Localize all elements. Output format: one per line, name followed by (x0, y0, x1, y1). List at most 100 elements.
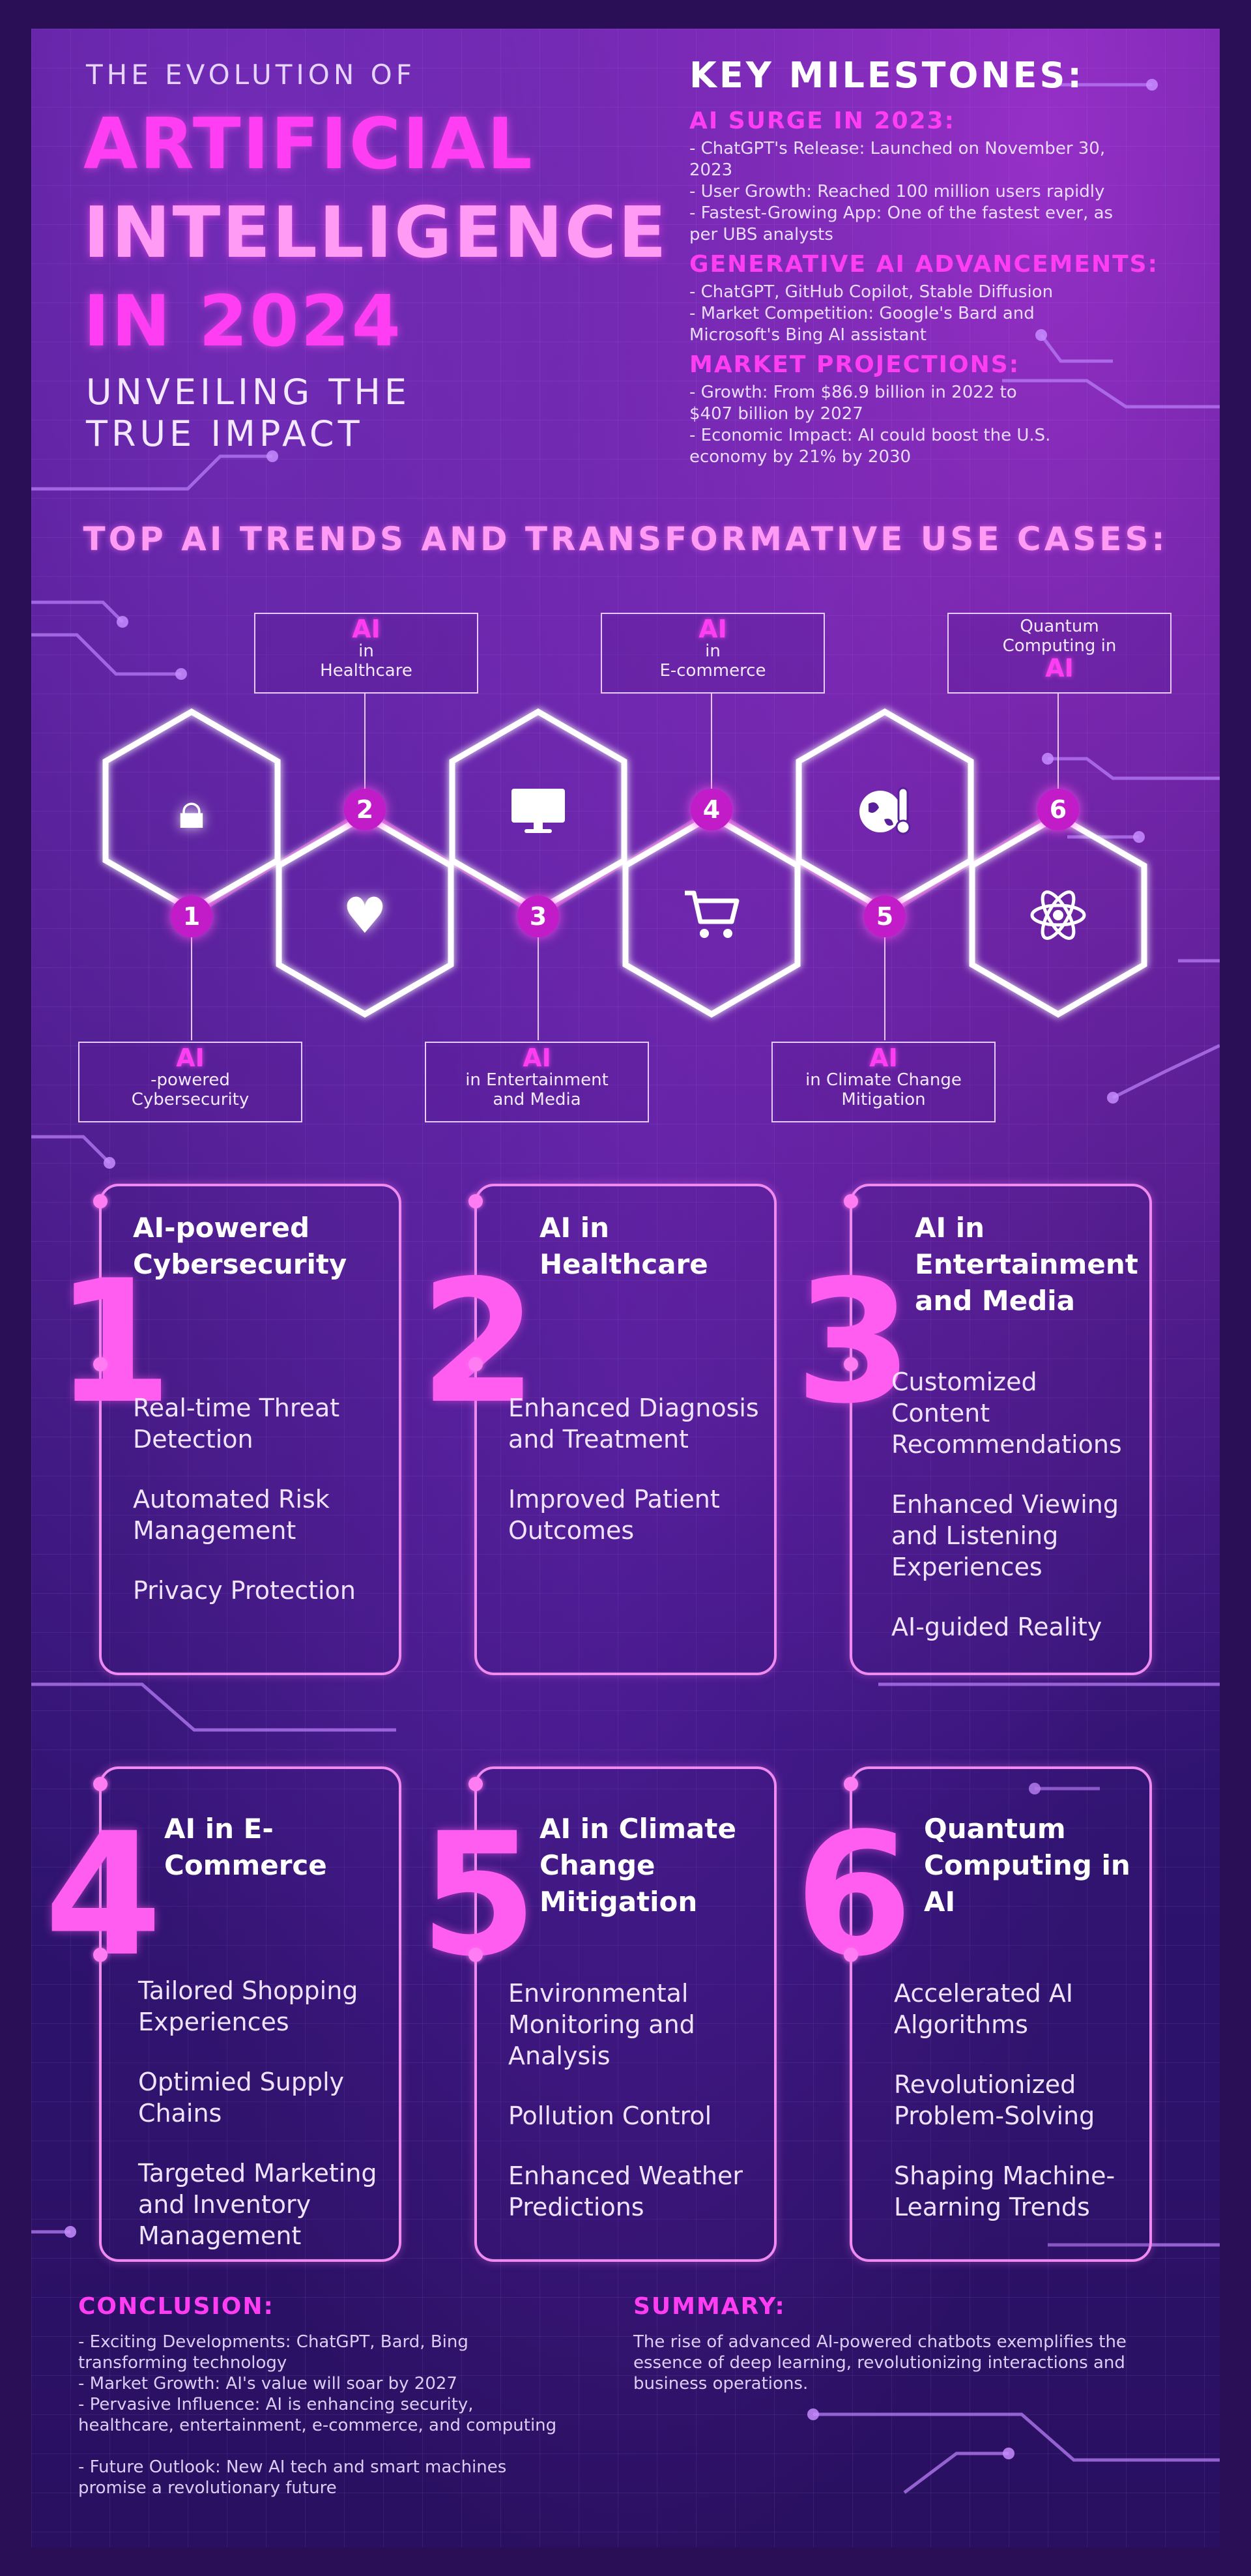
title-line-1: ARTIFICIAL (83, 104, 534, 185)
card-item: Improved Patient Outcomes (508, 1485, 720, 1545)
trend-label-6: Quantum Computing in AI (947, 613, 1172, 694)
card-bullet (93, 1194, 108, 1208)
card-title: AI in E-Commerce (164, 1813, 327, 1881)
card-item: Accelerated AI Algorithms (894, 1979, 1074, 2039)
card-item: Environmental Monitoring and Analysis (508, 1979, 695, 2070)
summary-line: essence of deep learning, revolutionizin… (633, 2353, 1125, 2373)
trend-label-2: AI in Healthcare (254, 613, 478, 694)
hexagon-2 (276, 812, 454, 1018)
milestone-line: - Fastest-Growing App: One of the fastes… (689, 203, 1114, 223)
conclusion-line (78, 2436, 639, 2457)
summary-title: SUMMARY: (633, 2293, 786, 2320)
subtitle-line-2: TRUE IMPACT (86, 413, 364, 454)
card-item: Tailored Shopping Experiences (138, 1976, 358, 2036)
card-item: Shaping Machine-Learning Trends (894, 2161, 1115, 2221)
conclusion-title: CONCLUSION: (78, 2293, 274, 2320)
trend-label-ai: AI (523, 1044, 551, 1072)
card-bullet (93, 1357, 108, 1371)
milestone-line: - ChatGPT's Release: Launched on Novembe… (689, 139, 1106, 158)
hexagon-4 (622, 812, 801, 1018)
summary: SUMMARY: The rise of advanced AI-powered… (633, 2293, 1194, 2394)
pre-title: THE EVOLUTION OF (86, 59, 416, 91)
milestone-section-title: GENERATIVE AI ADVANCEMENTS: (689, 251, 1158, 278)
card-items: Tailored Shopping Experiences Optimied S… (138, 1975, 392, 2280)
milestone-line: 2023 (689, 160, 733, 180)
trend-label-ai: AI (352, 615, 381, 643)
card-4: 4 AI in E-Commerce Tailored Shopping Exp… (44, 1766, 401, 2262)
card-title: Quantum Computing in AI (924, 1813, 1130, 1918)
card-bullet (468, 1357, 483, 1371)
monitor-icon (506, 778, 571, 843)
conclusion-line: promise a revolutionary future (78, 2478, 337, 2498)
card-item: Privacy Protection (133, 1576, 356, 1605)
conclusion-line: - Market Growth: AI's value will soar by… (78, 2374, 457, 2393)
card-3: 3 AI in Entertainment and Media Customiz… (795, 1184, 1152, 1675)
trend-label-ai: AI (869, 1044, 898, 1072)
card-items: Customized Content Recommendations Enhan… (891, 1366, 1139, 1671)
card-items: Accelerated AI Algorithms Revolutionized… (894, 1978, 1142, 2251)
card-number: 2 (420, 1244, 538, 1441)
card-bullet (844, 1194, 858, 1208)
trend-label-1: AI -powered Cybersecurity (78, 1042, 302, 1122)
trend-label-ai: AI (698, 615, 727, 643)
milestone-section: MARKET PROJECTIONS: - Growth: From $86.9… (689, 351, 1198, 468)
card-item: AI-guided Reality (891, 1613, 1102, 1641)
card-items: Enhanced Diagnosis and Treatment Improve… (508, 1392, 762, 1575)
card-items: Real-time Threat Detection Automated Ris… (133, 1392, 387, 1635)
milestone-section-title: AI SURGE IN 2023: (689, 108, 955, 134)
card-item: Enhanced Viewing and Listening Experienc… (891, 1490, 1119, 1581)
card-title: AI in Entertainment and Media (915, 1212, 1138, 1317)
title-line-3: IN 2024 (83, 281, 403, 362)
trend-number-4: 4 (691, 789, 732, 830)
card-bullet (93, 1777, 108, 1791)
card-number: 1 (55, 1244, 173, 1441)
trend-label-ai: AI (1045, 654, 1074, 682)
background-grid (31, 29, 1220, 2547)
trends-title: TOP AI TRENDS AND TRANSFORMATIVE USE CAS… (83, 520, 1168, 558)
summary-line: business operations. (633, 2374, 809, 2393)
trend-label-text: in (705, 641, 721, 661)
trend-label-text: E-commerce (659, 661, 766, 681)
milestone-line: $407 billion by 2027 (689, 404, 863, 424)
card-number: 3 (795, 1244, 913, 1441)
summary-line: The rise of advanced AI-powered chatbots… (633, 2332, 1127, 2352)
milestone-line: economy by 21% by 2030 (689, 447, 912, 467)
globe-thermometer-icon (852, 778, 917, 843)
conclusion-line: - Pervasive Influence: AI is enhancing s… (78, 2395, 474, 2414)
milestone-section-title: MARKET PROJECTIONS: (689, 351, 1020, 378)
card-item: Optimied Supply Chains (138, 2068, 345, 2128)
trend-number-3: 3 (517, 896, 559, 937)
card-bullet (468, 1777, 483, 1791)
trend-label-text: Quantum (1020, 617, 1099, 636)
card-item: Revolutionized Problem-Solving (894, 2070, 1095, 2130)
card-title: AI in Climate Change Mitigation (539, 1813, 736, 1918)
hexagon-6 (969, 812, 1147, 1018)
card-6: 6 Quantum Computing in AI Accelerated AI… (795, 1766, 1152, 2262)
trend-label-4: AI in E-commerce (601, 613, 825, 694)
milestone-section: AI SURGE IN 2023: - ChatGPT's Release: L… (689, 108, 1198, 246)
trend-label-ai: AI (176, 1044, 205, 1072)
trend-label-text: Cybersecurity (131, 1090, 250, 1109)
milestone-line: - Economic Impact: AI could boost the U.… (689, 426, 1051, 445)
trend-label-text: and Media (493, 1090, 581, 1109)
trend-number-1: 1 (171, 896, 212, 937)
conclusion-line: - Exciting Developments: ChatGPT, Bard, … (78, 2332, 468, 2352)
title-line-2: INTELLIGENCE (83, 192, 669, 274)
trend-number-6: 6 (1037, 789, 1079, 830)
main-title: ARTIFICIAL INTELLIGENCE IN 2024 (83, 100, 670, 366)
card-bullet (468, 1194, 483, 1208)
card-bullet (844, 1948, 858, 1962)
lock-icon: 🔒︎ (178, 781, 205, 840)
card-bullet (468, 1948, 483, 1962)
card-bullet (844, 1777, 858, 1791)
infographic: THE EVOLUTION OF ARTIFICIAL INTELLIGENCE… (31, 29, 1220, 2547)
milestone-section: GENERATIVE AI ADVANCEMENTS: - ChatGPT, G… (689, 251, 1198, 346)
conclusion: CONCLUSION: - Exciting Developments: Cha… (78, 2293, 639, 2498)
card-bullet (93, 1948, 108, 1962)
milestones-heading: KEY MILESTONES: (689, 55, 1084, 96)
milestone-line: - User Growth: Reached 100 million users… (689, 182, 1105, 201)
trend-label-text: -powered (151, 1070, 230, 1090)
subtitle: UNVEILING THE TRUE IMPACT (86, 372, 542, 455)
card-5: 5 AI in Climate Change Mitigation Enviro… (420, 1766, 777, 2262)
conclusion-line: - Future Outlook: New AI tech and smart … (78, 2457, 507, 2477)
